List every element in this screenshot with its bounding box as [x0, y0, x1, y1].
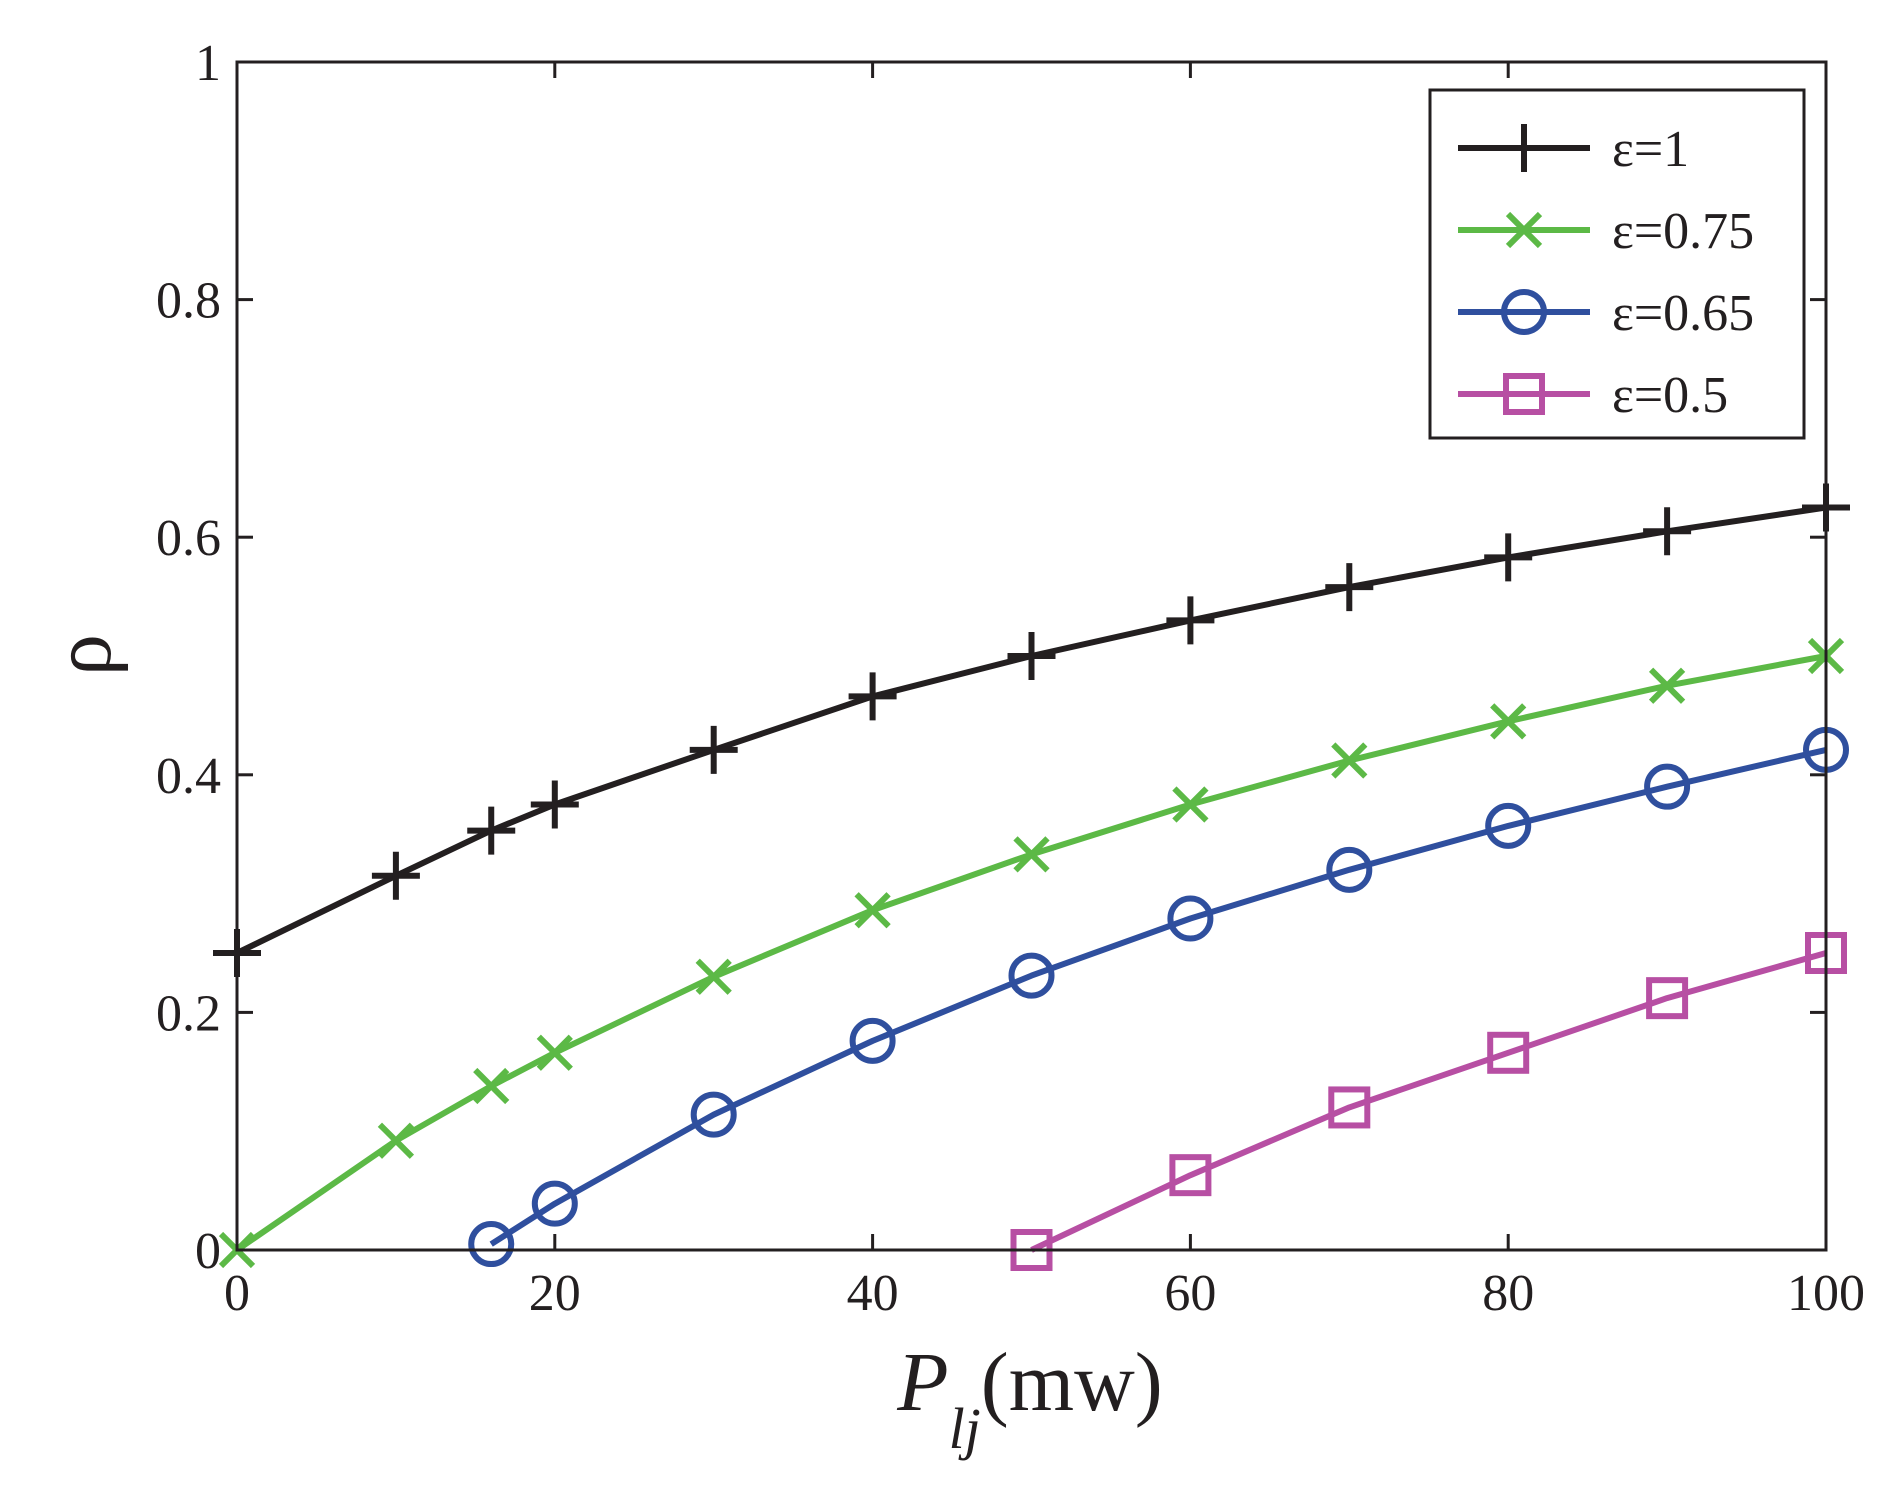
data-point-3-4	[849, 1017, 896, 1064]
series-line-3	[489, 746, 1827, 1247]
y-tick-label: 1	[195, 35, 221, 92]
x-tick-label: 100	[1787, 1265, 1865, 1322]
data-point-4-3	[1328, 1086, 1371, 1129]
x-axis-title-unit: (mw)	[981, 1336, 1163, 1429]
series-line-4	[1030, 950, 1827, 1253]
series-3	[468, 726, 1849, 1268]
data-point-1-11	[1643, 507, 1692, 556]
data-point-1-4	[530, 780, 579, 829]
legend-marker	[1501, 289, 1547, 335]
legend-label: ε=0.65	[1612, 285, 1754, 342]
legend-marker	[1500, 124, 1548, 172]
data-point-3-5	[1008, 952, 1055, 999]
legend: ε=1 ε=0.75 ε=0.65 ε=0.5	[1428, 88, 1806, 440]
legend-entry-4: ε=0.5	[1458, 367, 1728, 424]
y-tick-label: 0.8	[156, 273, 221, 330]
data-point-1-5	[689, 725, 738, 774]
data-point-3-9	[1644, 763, 1691, 810]
legend-entry-3: ε=0.65	[1458, 285, 1754, 342]
x-tick-label: 40	[847, 1265, 899, 1322]
plot-area	[213, 483, 1850, 1271]
data-point-3-8	[1485, 802, 1532, 849]
y-tick-label: 0	[195, 1223, 221, 1280]
y-tick-label: 0.2	[156, 985, 221, 1042]
data-point-3-3	[690, 1091, 737, 1138]
data-point-2-9	[1331, 742, 1368, 779]
data-point-1-7	[1007, 632, 1056, 680]
y-tick-label: 0.4	[156, 748, 221, 805]
data-point-1-8	[1166, 596, 1215, 645]
data-point-1-10	[1484, 533, 1533, 582]
x-tick-label: 0	[224, 1265, 250, 1322]
legend-label: ε=1	[1612, 121, 1689, 178]
data-point-2-8	[1172, 786, 1209, 823]
data-point-2-7	[1013, 836, 1050, 873]
x-axis-title: Plj(mw)	[896, 1336, 1163, 1461]
data-point-2-2	[377, 1122, 415, 1159]
legend-label: ε=0.75	[1612, 203, 1754, 260]
data-point-3-7	[1326, 846, 1373, 893]
x-axis-title-main: P	[896, 1336, 948, 1429]
data-point-4-2	[1169, 1154, 1212, 1197]
x-tick-label: 20	[529, 1265, 581, 1322]
legend-marker	[1503, 373, 1545, 415]
plot-frame	[235, 60, 1828, 1252]
series-line-1	[235, 504, 1827, 956]
data-point-1-3	[467, 806, 516, 855]
x-tick-label: 60	[1164, 1265, 1216, 1322]
series-line-2	[235, 653, 1827, 1253]
data-point-1-9	[1325, 563, 1374, 612]
data-point-3-1	[468, 1221, 515, 1268]
data-point-2-5	[695, 958, 732, 995]
legend-entry-2: ε=0.75	[1458, 203, 1754, 260]
data-point-2-4	[536, 1034, 573, 1071]
data-point-2-10	[1490, 703, 1527, 740]
data-point-2-6	[854, 892, 891, 929]
series-2	[218, 637, 1845, 1269]
data-point-4-4	[1487, 1031, 1530, 1074]
data-point-1-2	[371, 851, 420, 900]
axes: 0 20 40 60 80 100 0 0.2 0.4 0.6 0.8 1 Plj(mw) ρ	[36, 35, 1865, 1461]
data-point-2-11	[1648, 667, 1686, 704]
x-axis-title-subscript: lj	[949, 1396, 981, 1461]
legend-label: ε=0.5	[1612, 367, 1728, 424]
data-point-3-6	[1167, 895, 1214, 942]
legend-marker	[1505, 211, 1543, 249]
series-4	[1010, 932, 1847, 1271]
data-point-3-2	[531, 1180, 578, 1227]
y-axis-title: ρ	[36, 634, 129, 676]
data-point-2-3	[473, 1067, 510, 1105]
y-tick-label: 0.6	[156, 510, 221, 567]
data-point-1-6	[848, 672, 897, 721]
x-tick-label: 80	[1482, 1265, 1534, 1322]
legend-entry-1: ε=1	[1458, 121, 1689, 178]
series-1	[213, 483, 1850, 977]
data-point-4-5	[1646, 977, 1689, 1020]
